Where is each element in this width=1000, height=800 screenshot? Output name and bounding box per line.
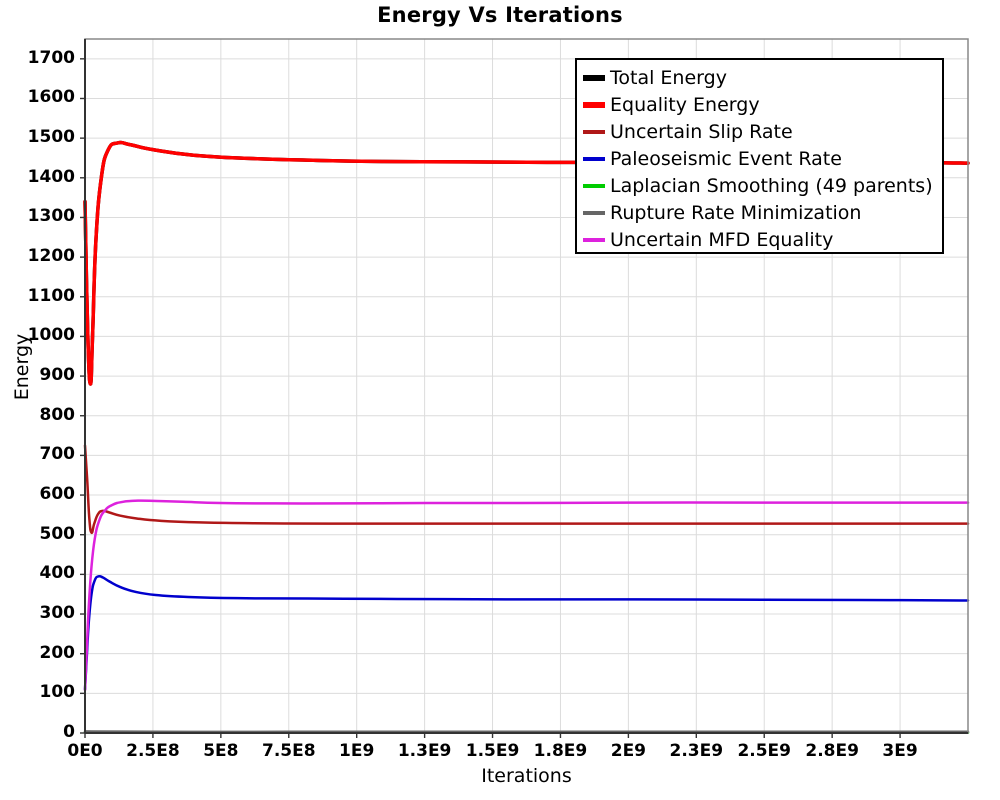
y-tick-label: 1400: [27, 166, 75, 187]
x-tick-label: 5E8: [203, 741, 239, 761]
series-line: [83, 574, 970, 691]
y-tick-label: 1600: [27, 87, 75, 108]
y-tick-label: 400: [39, 563, 76, 584]
y-tick-label: 1500: [27, 127, 75, 148]
legend-item-label: Uncertain Slip Rate: [610, 120, 793, 143]
legend-item[interactable]: Uncertain Slip Rate: [583, 118, 942, 145]
y-tick-label: 200: [39, 642, 76, 663]
legend-item-label: Paleoseismic Event Rate: [610, 147, 842, 170]
x-tick-label: 1.8E9: [533, 741, 588, 761]
chart-title: Energy Vs Iterations: [377, 3, 623, 27]
y-tick-label: 500: [39, 523, 76, 544]
legend-color-swatch: [583, 101, 605, 108]
y-tick-label: 0: [63, 722, 75, 742]
y-tick-label: 1300: [27, 206, 75, 227]
legend-color-swatch: [583, 183, 605, 188]
legend-color-swatch: [583, 74, 605, 81]
x-tick-label: 2.8E9: [805, 741, 859, 761]
legend-item-label: Uncertain MFD Equality: [610, 228, 834, 251]
y-tick-label: 600: [39, 484, 76, 505]
legend-color-swatch: [583, 129, 605, 134]
series-line: [83, 444, 970, 535]
y-tick-label: 700: [39, 444, 76, 465]
y-tick-label: 100: [39, 682, 76, 703]
x-tick-label: 3E9: [882, 741, 918, 761]
legend-item[interactable]: Uncertain MFD Equality: [583, 226, 942, 253]
x-tick-label: 0E0: [67, 741, 103, 761]
y-tick-label: 800: [39, 404, 76, 425]
legend-color-swatch: [583, 210, 605, 215]
legend-color-swatch: [583, 237, 605, 242]
x-tick-label: 2.3E9: [669, 741, 724, 761]
plot-frame: [84, 38, 969, 734]
y-tick-label: 1000: [27, 325, 75, 346]
axis-ticks: [80, 58, 901, 738]
legend-item[interactable]: Total Energy: [583, 64, 942, 91]
x-tick-label: 1.3E9: [397, 741, 452, 761]
y-tick-label: 900: [39, 365, 76, 386]
x-tick-label: 1.5E9: [465, 741, 520, 761]
y-axis-title: Energy: [11, 333, 33, 401]
y-tick-label: 1100: [27, 285, 75, 306]
legend-item-label: Total Energy: [610, 66, 727, 89]
legend-color-swatch: [583, 156, 605, 161]
chart-legend: Total Energy Equality Energy Uncertain Sli…: [575, 58, 944, 254]
legend-item[interactable]: Rupture Rate Minimization: [583, 199, 942, 226]
y-tick-label: 300: [39, 603, 76, 624]
x-tick-label: 2.5E8: [126, 741, 180, 761]
x-tick-label: 1E9: [339, 741, 375, 761]
x-tick-label: 2.5E9: [737, 741, 791, 761]
x-tick-label: 2E9: [610, 741, 647, 761]
x-axis-title: Iterations: [481, 765, 572, 787]
series-line: [83, 499, 970, 692]
x-tick-label: 7.5E8: [261, 741, 316, 761]
legend-item-label: Equality Energy: [610, 93, 760, 116]
gridlines: [85, 39, 968, 733]
legend-item[interactable]: Laplacian Smoothing (49 parents): [583, 172, 942, 199]
legend-item-label: Laplacian Smoothing (49 parents): [610, 174, 933, 197]
legend-item-label: Rupture Rate Minimization: [610, 201, 862, 224]
y-tick-label: 1200: [27, 246, 75, 267]
y-tick-label: 1700: [27, 47, 75, 68]
legend-item[interactable]: Paleoseismic Event Rate: [583, 145, 942, 172]
legend-item[interactable]: Equality Energy: [583, 91, 942, 118]
